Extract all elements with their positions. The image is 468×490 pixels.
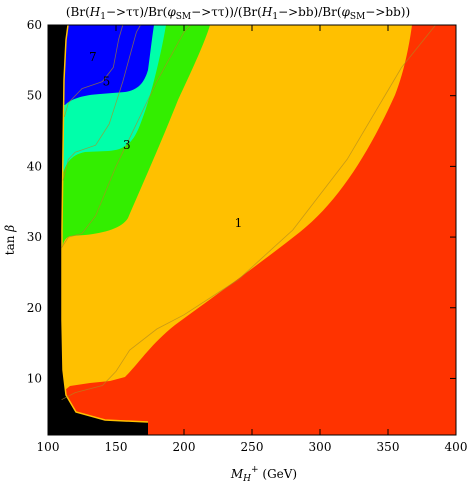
x-tick-label: 400 xyxy=(445,440,468,454)
contour-line-7 xyxy=(63,25,124,118)
x-tick-label: 100 xyxy=(37,440,60,454)
contour-label-5: 5 xyxy=(103,75,111,89)
excluded-boundary-fringe xyxy=(61,25,149,423)
y-tick-label: 60 xyxy=(27,18,42,32)
y-axis-label: tan β xyxy=(3,225,17,256)
y-tick-label: 30 xyxy=(27,230,42,244)
x-tick-label: 200 xyxy=(173,440,196,454)
contour-label-3: 3 xyxy=(123,138,131,152)
y-tick-label: 40 xyxy=(27,159,42,173)
contour-line-5 xyxy=(62,25,141,181)
y-tick-labels: 10 20 30 40 50 60 xyxy=(27,18,42,385)
axis-ticks xyxy=(47,24,457,435)
y-tick-label: 10 xyxy=(27,371,42,385)
x-axis-label: MH+ (GeV) xyxy=(230,465,297,484)
excluded-region xyxy=(48,25,148,435)
contour-labels: 1 3 57 xyxy=(89,50,242,230)
chart-title: (Br(H1−>ττ)/Br(φSM−>ττ))/(Br(H1−>bb)/Br(… xyxy=(66,5,410,22)
contour-label-7: 7 xyxy=(89,50,97,64)
x-tick-label: 350 xyxy=(377,440,400,454)
contour-lines xyxy=(61,25,436,401)
y-tick-label: 20 xyxy=(27,301,42,315)
region-above-7 xyxy=(48,25,154,105)
y-tick-label: 50 xyxy=(27,89,42,103)
x-tick-labels: 100 150 200 250 300 350 400 xyxy=(37,440,468,454)
x-tick-label: 250 xyxy=(241,440,264,454)
contour-label-1: 1 xyxy=(235,216,243,230)
contour-line-3 xyxy=(61,25,192,248)
x-tick-label: 150 xyxy=(105,440,128,454)
contour-line-1 xyxy=(61,25,436,401)
x-tick-label: 300 xyxy=(309,440,332,454)
